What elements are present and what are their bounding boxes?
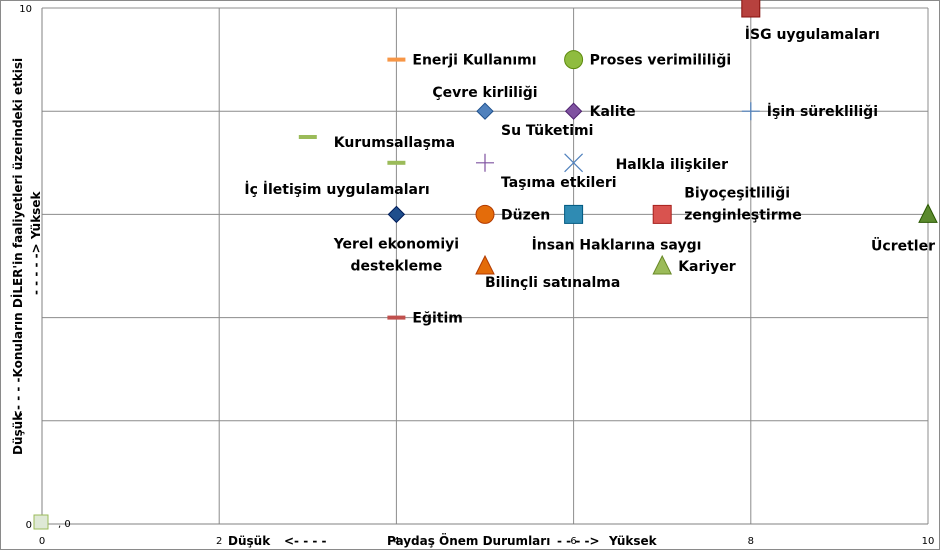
point-label-i-ç-i-letişim-uygulamaları: İç İletişim uygulamaları (244, 181, 429, 198)
point-label-i-nsan-haklarına-saygı: İnsan Haklarına saygı (532, 236, 702, 253)
point-label-proses-verimililiği: Proses verimililiği (590, 53, 732, 69)
point-taşıma-etkileri (476, 153, 494, 172)
point-i-ç-i-letişim-uygulamaları (387, 160, 406, 165)
origin-label: , 0 (58, 519, 71, 530)
x-tick-label: 6 (570, 536, 576, 547)
x-axis-right-arrow: - - - -> (557, 534, 600, 548)
tick-labels: 0 2 4 6 8 10 0 10 (19, 4, 934, 547)
y-tick-label: 10 (19, 4, 32, 15)
point-düzen (475, 204, 495, 224)
point-label-çevre-kirliliği: Çevre kirliliği (432, 85, 537, 101)
point-label-kariyer: Kariyer (678, 259, 736, 275)
point-bilinçli-satınalma (475, 254, 495, 275)
point-label-biyoçeşitliliği-zenginleştirme: Biyoçeşitliliği zenginleştirme (684, 185, 802, 223)
y-axis-high-label: - - - - -> Yüksek (29, 191, 43, 295)
point-labels: İSG uygulamaları Enerji Kullanımı Proses v… (244, 26, 935, 327)
point-kalite (564, 102, 583, 120)
point-eğitim (387, 315, 406, 320)
x-tick-label: 2 (216, 536, 222, 547)
x-axis-left-arrow: <- - - - (284, 534, 327, 548)
y-axis-title: <- - - -Konuların DİLER'in faaliyetleri … (10, 58, 25, 420)
point-kariyer (652, 254, 673, 275)
point-label-halkla-ilişkiler: Halkla ilişkiler (616, 157, 729, 173)
point-label-i-sg-uygulamaları: İSG uygulamaları (745, 26, 880, 43)
x-tick-label: 10 (922, 536, 935, 547)
point-yerel-ekonomiyi-destekleme (387, 205, 406, 224)
y-tick-label: 0 (26, 520, 32, 531)
point-proses-verimililiği (564, 50, 584, 70)
point-label-eğitim: Eğitim (412, 311, 462, 327)
x-axis-title: Paydaş Önem Durumları (387, 533, 550, 548)
point-label-yerel-ekonomiyi-destekleme: Yerel ekonomiyi destekleme (333, 236, 459, 274)
point-label-kalite: Kalite (590, 104, 636, 120)
point-label-kurumsallaşma: Kurumsallaşma (334, 135, 455, 151)
point-label-su-tüketimi: Su Tüketimi (501, 123, 593, 139)
point-çevre-kirliliği (476, 102, 494, 120)
point-i-sg-uygulamaları (741, 0, 761, 18)
x-axis-high-label: Yüksek (608, 534, 658, 548)
point-halkla-ilişkiler (564, 153, 584, 173)
y-axis-low-label: Düşük (11, 412, 25, 455)
point-label-düzen: Düzen (501, 207, 550, 223)
axes (41, 8, 928, 525)
point-i-şin-sürekliliği (741, 102, 760, 121)
x-axis-low-label: Düşük (228, 534, 271, 548)
x-tick-label: 8 (748, 536, 754, 547)
x-tick-label: 0 (39, 536, 45, 547)
point-i-nsan-haklarına-saygı (564, 204, 584, 224)
point-label-i-şin-sürekliliği: İşin sürekliliği (767, 103, 878, 120)
point-biyoçeşitliliği-zenginleştirme (652, 204, 672, 224)
point-label-bilinçli-satınalma: Bilinçli satınalma (485, 275, 620, 291)
origin-marker (33, 514, 49, 530)
point-ücretler (918, 203, 938, 223)
data-points (298, 0, 938, 320)
point-label-enerji-kullanımı: Enerji Kullanımı (412, 53, 536, 69)
point-label-taşıma-etkileri: Taşıma etkileri (501, 175, 617, 191)
point-enerji-kullanımı (387, 57, 406, 62)
point-kurumsallaşma (298, 135, 317, 139)
x-tick-label: 4 (393, 536, 399, 547)
point-label-ücretler: Ücretler (871, 236, 935, 254)
